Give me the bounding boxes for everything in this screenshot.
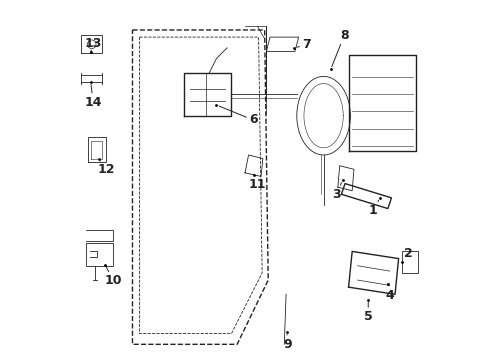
Text: 10: 10	[105, 267, 122, 287]
Text: 3: 3	[333, 183, 342, 201]
Bar	[402, 251, 418, 273]
Text: 5: 5	[364, 302, 372, 323]
Text: 13: 13	[84, 37, 101, 52]
Text: 14: 14	[84, 85, 102, 109]
Text: 4: 4	[385, 284, 394, 302]
Text: 7: 7	[297, 39, 311, 51]
Text: 12: 12	[98, 161, 115, 176]
Text: 8: 8	[332, 29, 348, 67]
Text: 9: 9	[284, 334, 292, 351]
Text: 1: 1	[368, 200, 379, 217]
Bar	[86, 243, 113, 266]
Text: 2: 2	[402, 247, 413, 262]
Text: 6: 6	[219, 106, 258, 126]
Text: 11: 11	[249, 175, 266, 191]
